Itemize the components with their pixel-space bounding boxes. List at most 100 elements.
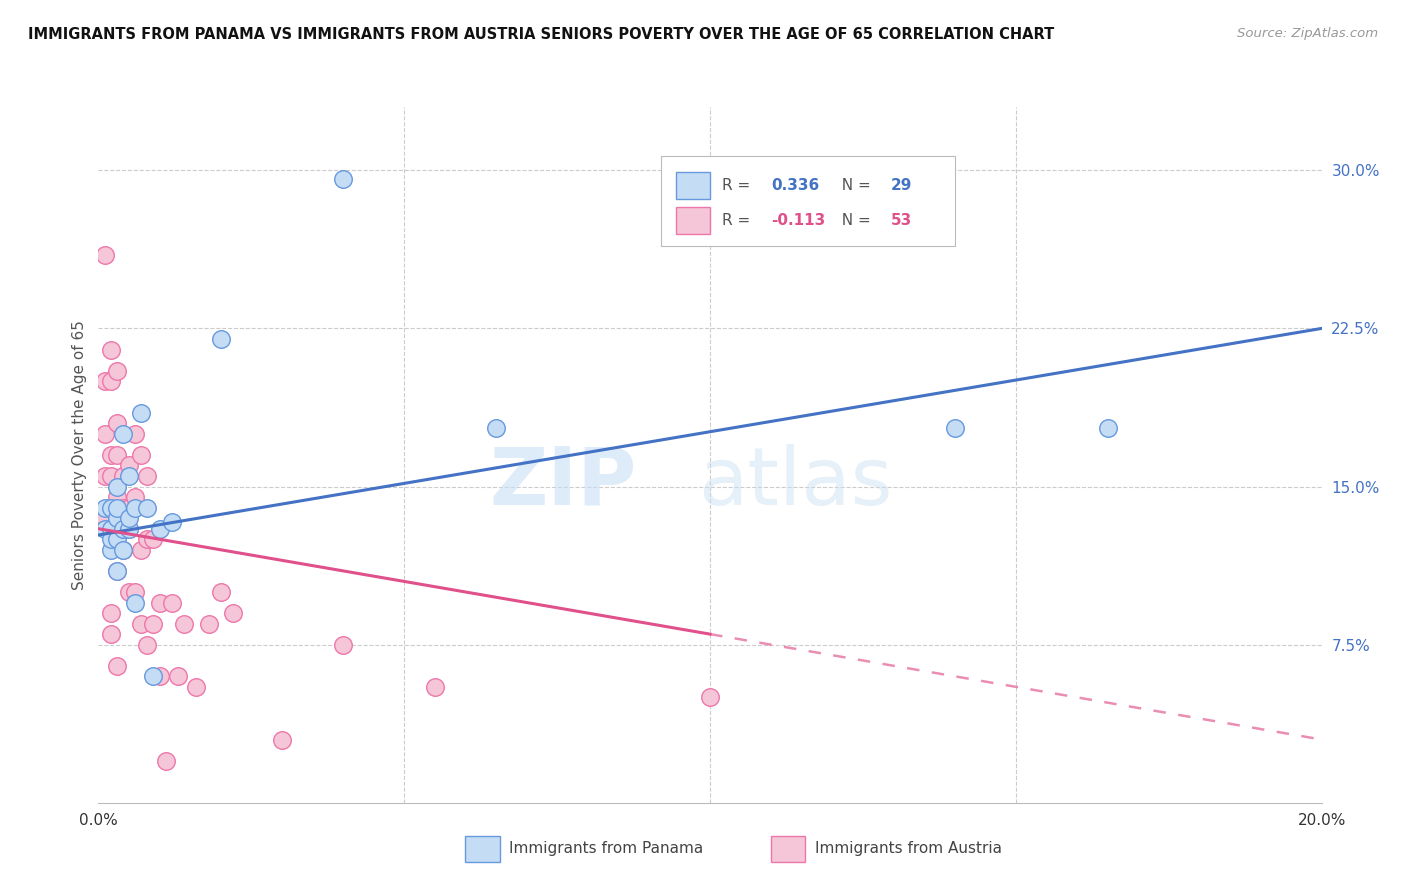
Point — [105, 564, 128, 578]
Point — [124, 595, 146, 609]
Point — [485, 420, 508, 434]
Point — [100, 542, 122, 557]
Y-axis label: Seniors Poverty Over the Age of 65: Seniors Poverty Over the Age of 65 — [72, 320, 87, 590]
Point — [105, 363, 128, 377]
Point — [105, 490, 128, 504]
Text: 53: 53 — [891, 213, 912, 228]
Point — [118, 522, 141, 536]
Point — [105, 479, 128, 493]
Point — [332, 638, 354, 652]
Point — [93, 511, 115, 525]
Point — [100, 374, 122, 388]
Point — [142, 669, 165, 683]
Point — [160, 516, 183, 530]
Point — [149, 595, 172, 609]
Point — [423, 680, 446, 694]
Point — [93, 426, 115, 441]
Bar — [465, 836, 499, 862]
Point — [136, 533, 159, 547]
Point — [100, 500, 122, 515]
Point — [149, 522, 172, 536]
Point — [100, 533, 122, 547]
Point — [186, 680, 208, 694]
Point — [332, 171, 354, 186]
Point — [118, 500, 141, 515]
Point — [100, 343, 122, 357]
Point — [105, 658, 128, 673]
Point — [118, 511, 141, 525]
Point — [111, 469, 134, 483]
Point — [105, 511, 128, 525]
Point — [222, 606, 245, 620]
Point — [111, 542, 134, 557]
Point — [100, 627, 122, 641]
Point — [100, 522, 122, 536]
Point — [93, 469, 115, 483]
Text: ZIP: ZIP — [489, 443, 637, 522]
Point — [118, 522, 141, 536]
Point — [173, 616, 195, 631]
Point — [105, 500, 128, 515]
Point — [100, 522, 122, 536]
Point — [111, 542, 134, 557]
Point — [105, 533, 128, 547]
Point — [142, 616, 165, 631]
Point — [129, 616, 152, 631]
Point — [105, 511, 128, 525]
Point — [155, 754, 177, 768]
Point — [100, 606, 122, 620]
Point — [149, 669, 172, 683]
Point — [111, 511, 134, 525]
Text: N =: N = — [832, 178, 876, 194]
Point — [100, 448, 122, 462]
Point — [118, 469, 141, 483]
Point — [699, 690, 721, 705]
Text: 29: 29 — [891, 178, 912, 194]
Text: Source: ZipAtlas.com: Source: ZipAtlas.com — [1237, 27, 1378, 40]
Point — [105, 417, 128, 431]
Point — [118, 458, 141, 473]
Point — [124, 500, 146, 515]
Point — [142, 533, 165, 547]
Text: N =: N = — [832, 213, 876, 228]
Point — [93, 522, 115, 536]
FancyBboxPatch shape — [661, 156, 955, 246]
Point — [93, 500, 115, 515]
Bar — [772, 836, 806, 862]
Point — [197, 616, 219, 631]
Point — [209, 585, 232, 599]
Point — [160, 595, 183, 609]
Bar — [676, 172, 710, 199]
Point — [124, 490, 146, 504]
Point — [129, 448, 152, 462]
Point — [124, 585, 146, 599]
Text: IMMIGRANTS FROM PANAMA VS IMMIGRANTS FROM AUSTRIA SENIORS POVERTY OVER THE AGE O: IMMIGRANTS FROM PANAMA VS IMMIGRANTS FRO… — [28, 27, 1054, 42]
Point — [93, 374, 115, 388]
Point — [167, 669, 190, 683]
Text: atlas: atlas — [699, 443, 893, 522]
Point — [100, 500, 122, 515]
Point — [111, 500, 134, 515]
Text: R =: R = — [723, 178, 755, 194]
Text: Immigrants from Austria: Immigrants from Austria — [815, 841, 1002, 856]
Point — [136, 638, 159, 652]
Point — [93, 247, 115, 261]
Point — [111, 426, 134, 441]
Text: Immigrants from Panama: Immigrants from Panama — [509, 841, 703, 856]
Point — [124, 426, 146, 441]
Point — [209, 332, 232, 346]
Text: 0.336: 0.336 — [772, 178, 820, 194]
Point — [270, 732, 292, 747]
Point — [943, 420, 966, 434]
Bar — [676, 207, 710, 234]
Point — [136, 500, 159, 515]
Point — [105, 448, 128, 462]
Point — [136, 469, 159, 483]
Point — [129, 542, 152, 557]
Point — [100, 469, 122, 483]
Point — [105, 564, 128, 578]
Point — [111, 522, 134, 536]
Point — [129, 406, 152, 420]
Point — [118, 585, 141, 599]
Text: R =: R = — [723, 213, 755, 228]
